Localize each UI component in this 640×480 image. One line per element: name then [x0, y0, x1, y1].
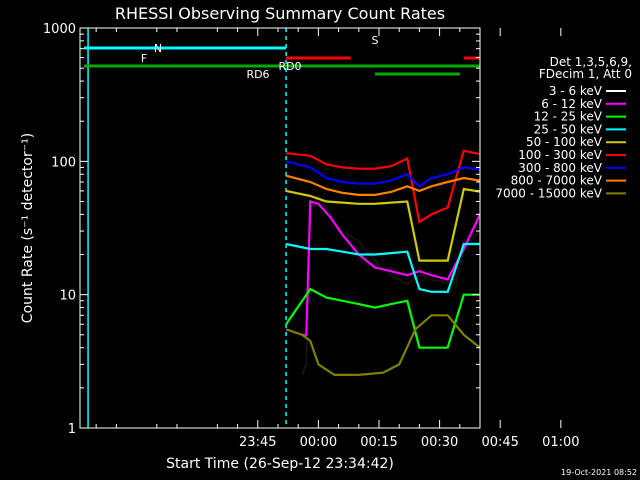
legend-header: Det 1,3,5,6,9,: [550, 55, 632, 69]
series-line: [285, 314, 480, 376]
status-label: RD0: [278, 60, 301, 73]
series-line: [302, 200, 480, 336]
legend: Det 1,3,5,6,9,FDecim 1, Att 0 3 - 6 keV6 …: [495, 55, 632, 200]
status-label: RD6: [246, 68, 269, 81]
x-tick-label: 23:45: [239, 435, 276, 450]
series-line: [285, 187, 480, 262]
x-axis-label: Start Time (26-Sep-12 23:34:42): [166, 456, 394, 472]
status-label: S: [372, 34, 379, 47]
series-line: [285, 242, 480, 293]
series-line: [285, 174, 480, 196]
series-line: [285, 149, 480, 224]
x-tick-label: 00:00: [300, 435, 337, 450]
legend-label: 100 - 300 keV: [518, 148, 602, 162]
plot-area: NF RD0 RD6 S: [84, 28, 480, 428]
plot-clip-group: [84, 28, 480, 428]
legend-label: 12 - 25 keV: [534, 110, 603, 124]
legend-label: 25 - 50 keV: [534, 122, 603, 136]
x-tick-label: 00:30: [421, 435, 458, 450]
chart-title: RHESSI Observing Summary Count Rates: [115, 4, 445, 23]
legend-label: 50 - 100 keV: [526, 135, 603, 149]
legend-label: 800 - 7000 keV: [511, 174, 603, 188]
y-tick-label: 1000: [43, 22, 76, 37]
y-axis-label: Count Rate (s⁻¹ detector⁻¹): [20, 133, 36, 323]
series-line: [285, 160, 480, 188]
legend-header: FDecim 1, Att 0: [539, 67, 632, 81]
footer-date: 19-Oct-2021 08:52: [561, 468, 637, 477]
status-label: F: [141, 52, 147, 65]
x-tick-label: 00:15: [360, 435, 397, 450]
y-tick-label: 100: [51, 155, 76, 170]
y-tick-label: 1: [68, 422, 76, 437]
plot-frame: [79, 27, 481, 429]
legend-label: 7000 - 15000 keV: [495, 186, 602, 200]
x-tick-label: 00:45: [481, 435, 518, 450]
status-label: N: [154, 42, 162, 55]
x-tick-label: 01:00: [542, 435, 579, 450]
legend-label: 300 - 800 keV: [518, 161, 602, 175]
axes: 1 10 100 1000 23:45 00:00 00:15 00:30 00:45 01:00: [43, 22, 580, 450]
legend-label: 6 - 12 keV: [541, 97, 603, 111]
legend-label: 3 - 6 keV: [549, 84, 603, 98]
series-line: [285, 287, 480, 349]
y-tick-label: 10: [59, 289, 76, 304]
